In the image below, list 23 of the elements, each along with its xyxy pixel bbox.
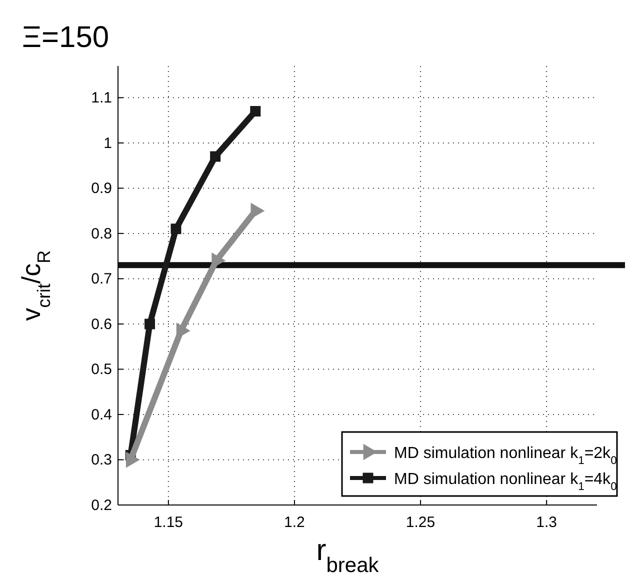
x-axis-title: r$_{break}$ [316, 534, 380, 576]
y-tick-label: 0.4 [91, 406, 112, 424]
legend-label: MD simulation nonlinear k$_{1}$=4k$_{0}$ [394, 471, 617, 493]
y-tick-label: 1 [104, 134, 112, 152]
y-tick-label: 0.3 [91, 452, 112, 469]
legend-label: MD simulation nonlinear k$_{1}$=2k$_{0}$ [394, 445, 617, 467]
y-tick-label: 0.8 [91, 225, 112, 242]
x-tick-label: 1.25 [406, 514, 436, 531]
point [144, 318, 156, 330]
x-tick-label: 1.2 [284, 514, 305, 531]
point [210, 151, 221, 162]
y-tick-label: 0.7 [91, 270, 112, 288]
x-tick-label: 1.15 [154, 514, 184, 531]
point [170, 224, 182, 234]
y-tick-label: 1.1 [91, 90, 112, 107]
chart-title: Ξ=150 [22, 21, 110, 54]
point [250, 203, 264, 219]
y-tick-label: 0.9 [91, 180, 112, 198]
y-tick-label: 0.5 [91, 361, 112, 378]
y-tick-label: 0.6 [91, 316, 112, 333]
x-tick-label: 1.3 [536, 514, 558, 531]
y-tick-label: 0.2 [91, 497, 112, 514]
point [250, 106, 261, 116]
